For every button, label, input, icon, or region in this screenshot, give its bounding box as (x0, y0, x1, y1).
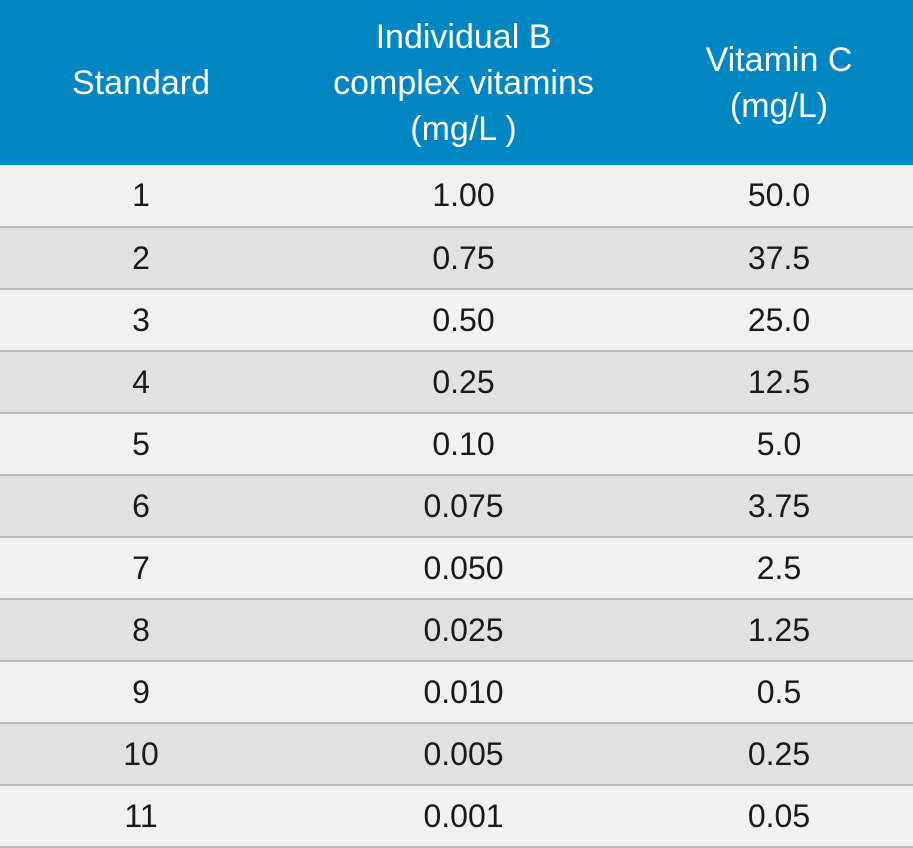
cell-standard: 3 (132, 301, 150, 338)
header-b-vitamins-line-1: Individual B (375, 17, 552, 56)
cell-standard: 8 (132, 611, 150, 648)
table-row: 7 0.050 2.5 (0, 537, 913, 599)
cell-b-vitamins: 0.050 (423, 549, 504, 586)
cell-vitamin-c: 0.5 (756, 673, 802, 710)
table-row: 8 0.025 1.25 (0, 599, 913, 661)
cell-vitamin-c: 2.5 (756, 549, 802, 586)
table-header: Standard Individual B complex vitamins (… (0, 0, 913, 165)
header-b-vitamins: Individual B complex vitamins (mg/L ) (282, 0, 645, 165)
cell-b-vitamins: 0.075 (423, 487, 504, 524)
cell-standard: 4 (132, 363, 150, 400)
table-row: 2 0.75 37.5 (0, 227, 913, 289)
table-row: 1 1.00 50.0 (0, 165, 913, 227)
cell-standard: 11 (124, 797, 158, 834)
header-vitamin-c-line-2: (mg/L) (729, 86, 829, 125)
header-b-vitamins-line-2: complex vitamins (333, 63, 594, 102)
header-standard: Standard (0, 0, 282, 165)
cell-b-vitamins: 0.50 (432, 301, 495, 338)
header-vitamin-c: Vitamin C (mg/L) (645, 0, 913, 165)
cell-vitamin-c: 37.5 (747, 239, 811, 276)
cell-vitamin-c: 3.75 (747, 487, 811, 524)
cell-standard: 5 (132, 425, 150, 462)
cell-standard: 9 (132, 673, 150, 710)
cell-b-vitamins: 0.025 (423, 611, 504, 648)
cell-vitamin-c: 25.0 (747, 301, 811, 338)
cell-b-vitamins: 1.00 (432, 177, 495, 213)
cell-b-vitamins: 0.75 (432, 239, 495, 276)
cell-b-vitamins: 0.001 (423, 797, 504, 834)
table-body: 1 1.00 50.0 2 0.75 37.5 3 0.50 25.0 4 0.… (0, 165, 913, 847)
table-row: 5 0.10 5.0 (0, 413, 913, 475)
cell-b-vitamins: 0.10 (432, 425, 495, 462)
cell-standard: 6 (132, 487, 150, 524)
cell-b-vitamins: 0.25 (432, 363, 495, 400)
cell-vitamin-c: 0.25 (747, 735, 811, 772)
table-row: 3 0.50 25.0 (0, 289, 913, 351)
cell-standard: 7 (132, 549, 150, 586)
table-row: 4 0.25 12.5 (0, 351, 913, 413)
header-vitamin-c-line-1: Vitamin C (705, 40, 853, 79)
table-row: 6 0.075 3.75 (0, 475, 913, 537)
cell-vitamin-c: 12.5 (747, 363, 811, 400)
cell-vitamin-c: 0.05 (747, 797, 811, 834)
cell-vitamin-c: 5.0 (756, 425, 802, 462)
header-standard-line: Standard (72, 63, 210, 102)
cell-vitamin-c: 50.0 (747, 177, 811, 213)
cell-standard: 10 (123, 735, 159, 772)
cell-b-vitamins: 0.010 (423, 673, 504, 710)
table-row: 9 0.010 0.5 (0, 661, 913, 723)
table-row: 10 0.005 0.25 (0, 723, 913, 785)
header-b-vitamins-line-3: (mg/L ) (410, 109, 517, 148)
table-row: 11 0.001 0.05 (0, 785, 913, 847)
header-row: Standard Individual B complex vitamins (… (0, 0, 913, 165)
cell-standard: 1 (132, 177, 150, 213)
cell-standard: 2 (132, 239, 150, 276)
cell-vitamin-c: 1.25 (747, 611, 811, 648)
cell-b-vitamins: 0.005 (423, 735, 504, 772)
